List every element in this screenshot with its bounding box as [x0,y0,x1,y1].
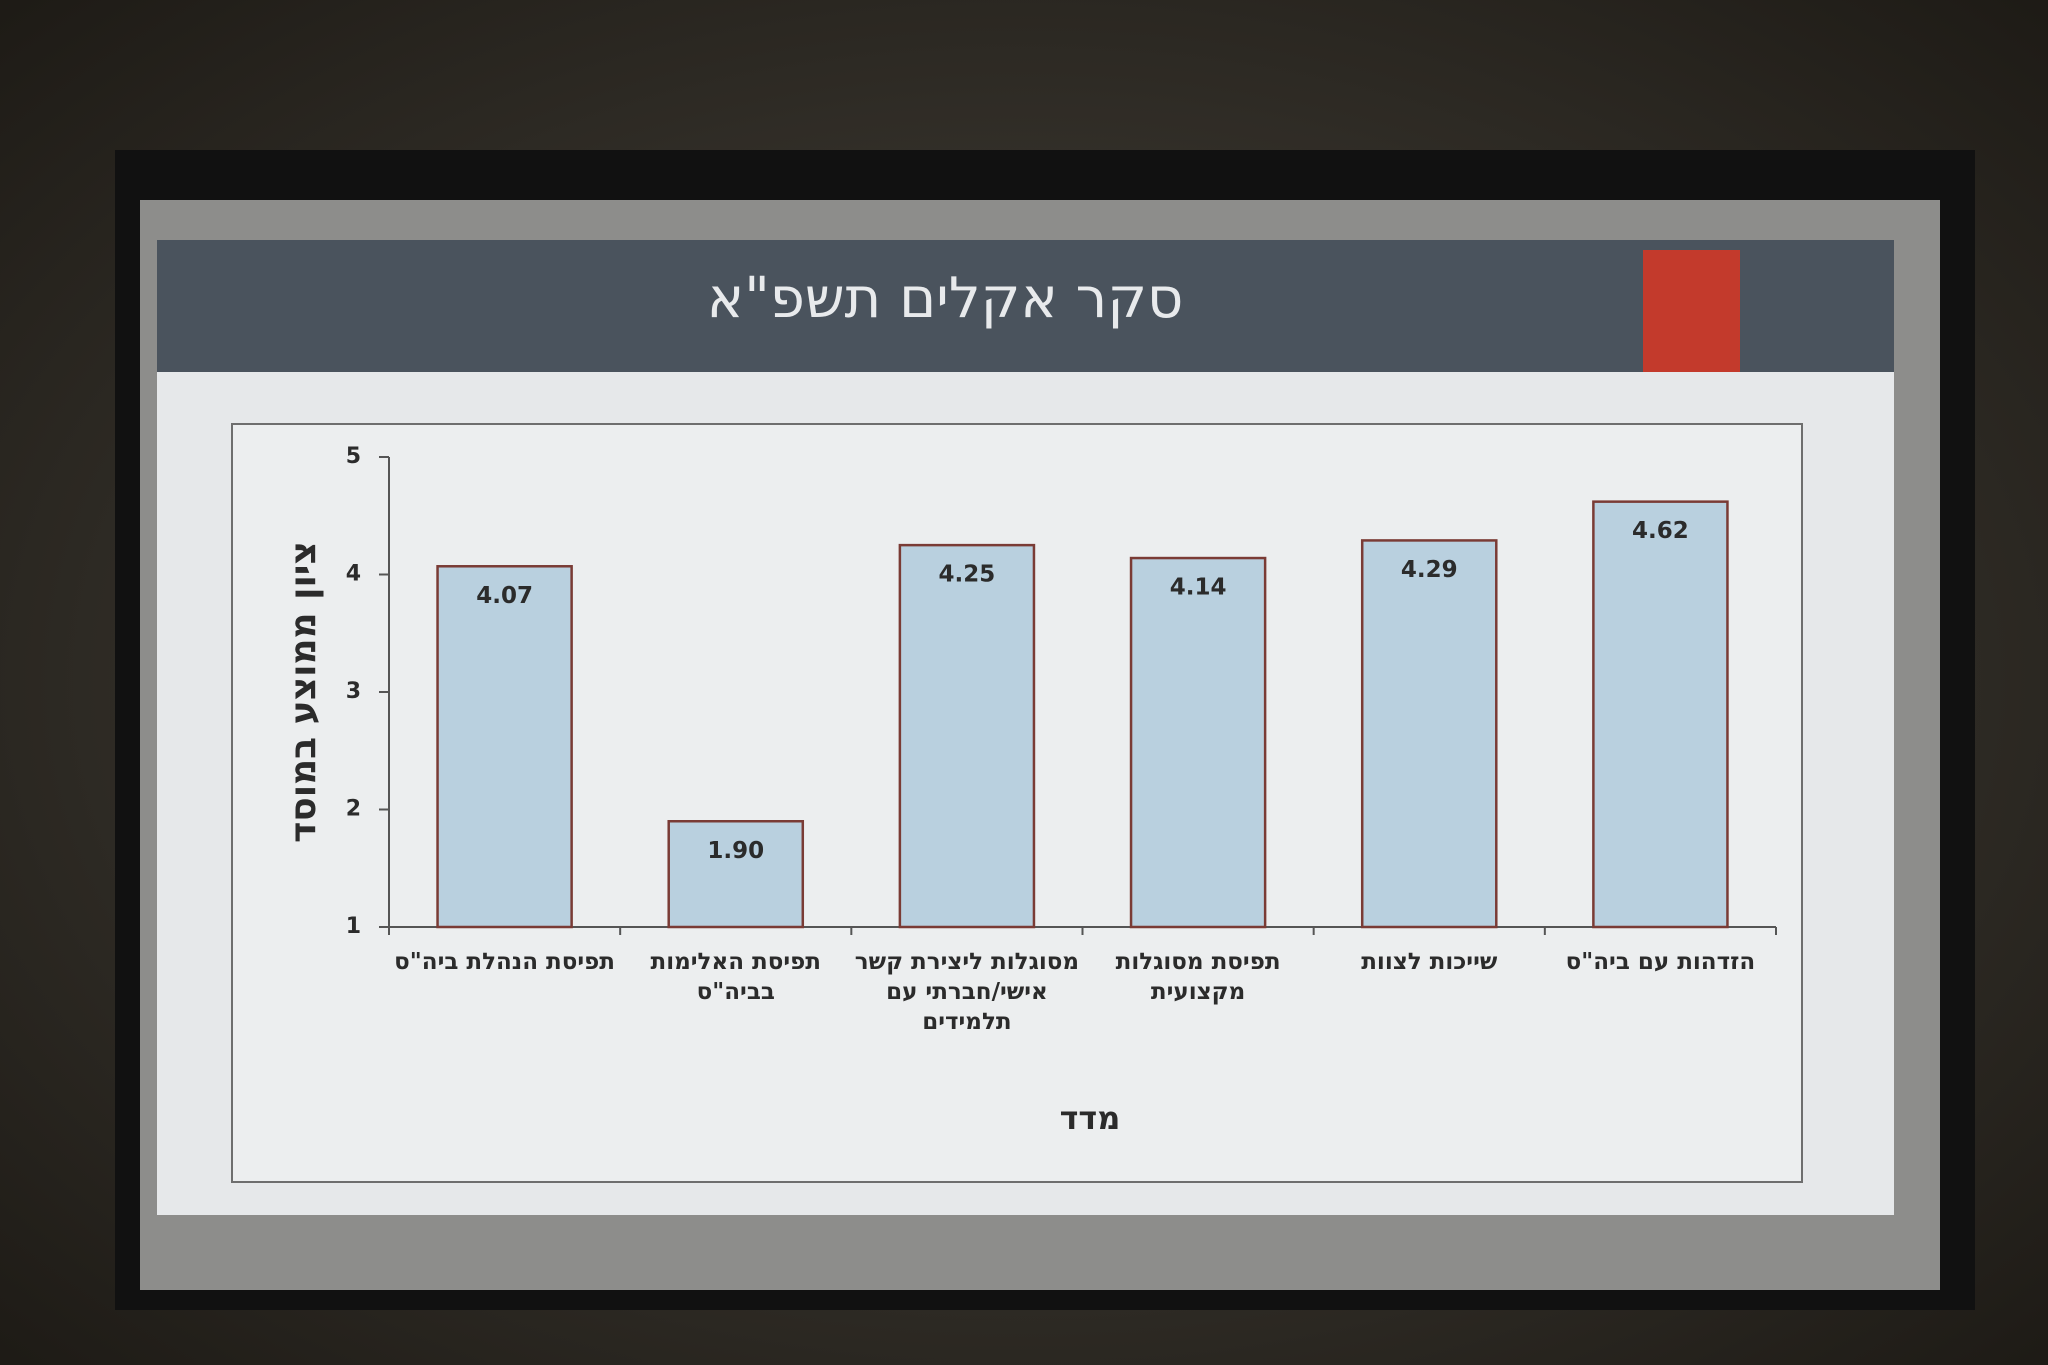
bar [898,543,1036,929]
x-tick-label: הזדהות עם ביה"ס [1565,949,1756,975]
accent [1643,250,1740,372]
y-tick-label: 4 [346,562,361,587]
x-tick-label: תפיסת מסוגלות מקצועית [1115,949,1281,1005]
value-label: 4.07 [476,583,533,609]
bar [1129,556,1267,929]
y-tick-label: 2 [346,797,361,822]
x-tick-label: תפיסת הנהלת ביה"ס [394,949,615,975]
bar [436,565,573,929]
x-tick-label: תפיסת האלימות בביה"ס [650,949,821,1005]
value-label: 4.14 [1170,575,1227,601]
x-axis-title: מדד [1060,1099,1121,1137]
y-axis-title: ציון ממוצע במוסד [283,541,324,843]
value-label: 4.29 [1401,557,1458,583]
x-tick-label: שייכות לצוות [1361,949,1498,975]
x-tick-label: מסוגלות ליצירת קשר אישי/חברתי עם תלמידים [854,949,1080,1035]
bar [1360,539,1498,929]
y-tick-label: 5 [346,444,361,469]
slide-header [157,240,1894,372]
y-tick-label: 3 [346,679,361,704]
bar [667,820,805,929]
bar [1592,500,1729,929]
value-label: 1.90 [707,838,764,864]
slide-title: סקר אקלים תשפ"א [707,266,1184,331]
value-label: 4.62 [1632,518,1689,544]
y-tick-label: 1 [346,914,361,939]
value-label: 4.25 [939,562,996,588]
